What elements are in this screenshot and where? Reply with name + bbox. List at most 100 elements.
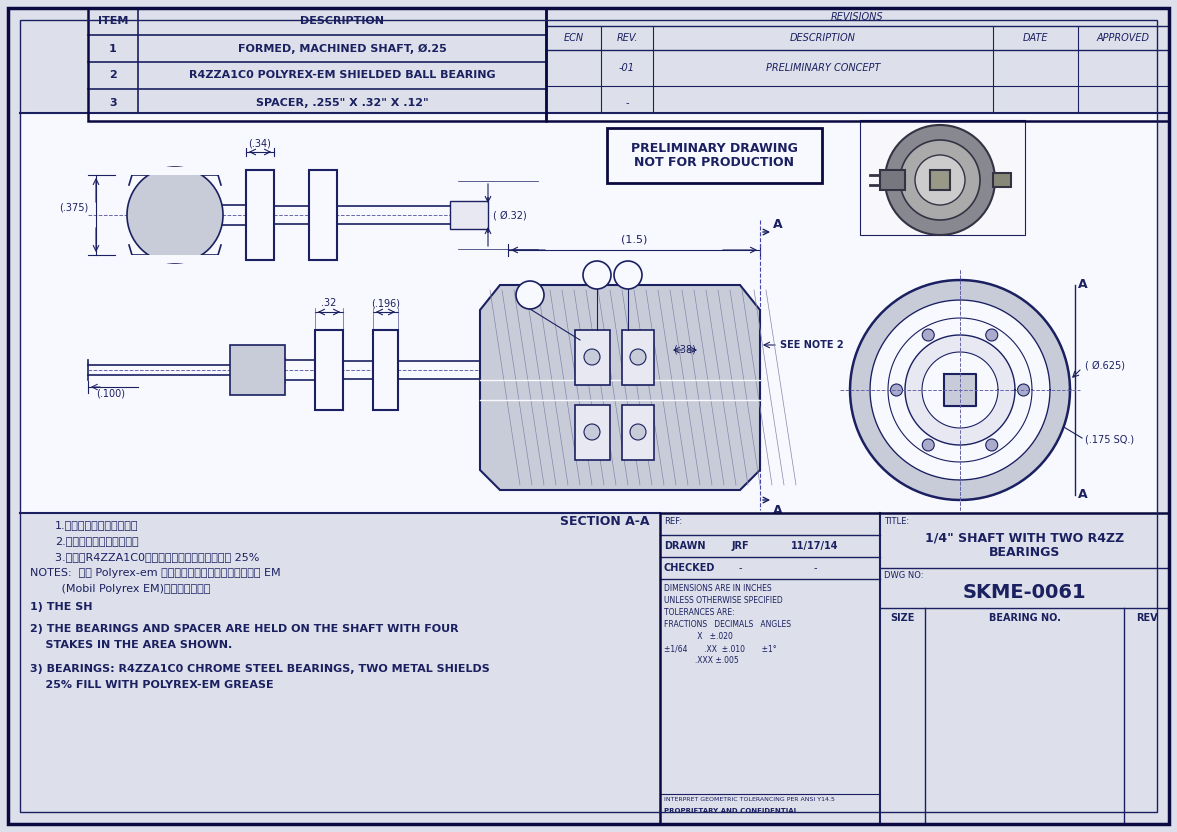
- Text: -01: -01: [619, 62, 636, 72]
- Bar: [127, 255, 222, 263]
- Bar: [621, 330, 654, 385]
- Text: 2) THE BEARINGS AND SPACER ARE HELD ON THE SHAFT WITH FOUR: 2) THE BEARINGS AND SPACER ARE HELD ON T…: [29, 624, 459, 634]
- Text: TOLERANCES ARE:: TOLERANCES ARE:: [664, 608, 734, 617]
- Circle shape: [923, 329, 935, 341]
- Polygon shape: [944, 374, 976, 406]
- Text: DRAWN: DRAWN: [664, 541, 705, 551]
- Text: PROPRIETARY AND CONFIDENTIAL: PROPRIETARY AND CONFIDENTIAL: [664, 808, 798, 814]
- Bar: [450, 201, 488, 229]
- Circle shape: [127, 167, 222, 263]
- Text: ITEM: ITEM: [98, 17, 128, 27]
- Bar: [373, 330, 398, 410]
- Text: ( Ø.625): ( Ø.625): [1085, 360, 1125, 370]
- Text: 3) BEARINGS: R4ZZA1C0 CHROME STEEL BEARINGS, TWO METAL SHIELDS: 3) BEARINGS: R4ZZA1C0 CHROME STEEL BEARI…: [29, 664, 490, 674]
- Text: 2: 2: [593, 270, 601, 280]
- Text: .XXX ±.005: .XXX ±.005: [664, 656, 739, 665]
- Ellipse shape: [900, 140, 980, 220]
- Text: REV: REV: [1136, 613, 1157, 623]
- Text: A: A: [1078, 488, 1088, 502]
- Text: 25% FILL WITH POLYREX-EM GREASE: 25% FILL WITH POLYREX-EM GREASE: [29, 680, 273, 690]
- Text: 1: 1: [526, 290, 534, 300]
- Text: (1.5): (1.5): [620, 235, 647, 245]
- Circle shape: [584, 349, 600, 365]
- Text: 11/17/14: 11/17/14: [791, 541, 839, 551]
- Text: 3.轴承：R4ZZA1C0含钓轴承锂。两个金属防尘圈 25%: 3.轴承：R4ZZA1C0含钓轴承锂。两个金属防尘圈 25%: [55, 552, 259, 562]
- Text: (Mobil Polyrex EM)聚脲基润滑脂）: (Mobil Polyrex EM)聚脲基润滑脂）: [29, 584, 211, 594]
- Circle shape: [630, 349, 646, 365]
- Bar: [310, 170, 337, 260]
- Circle shape: [614, 261, 641, 289]
- Text: (.34): (.34): [248, 138, 272, 148]
- Polygon shape: [870, 300, 1050, 480]
- Text: (.175 SQ.): (.175 SQ.): [1085, 435, 1135, 445]
- Bar: [576, 405, 610, 460]
- Polygon shape: [922, 352, 998, 428]
- Bar: [860, 120, 1025, 235]
- Bar: [880, 170, 905, 190]
- Bar: [127, 167, 222, 175]
- Text: SIZE: SIZE: [890, 613, 915, 623]
- Circle shape: [923, 439, 935, 451]
- Bar: [607, 128, 822, 183]
- Circle shape: [1017, 384, 1030, 396]
- Bar: [315, 330, 343, 410]
- Text: (.100): (.100): [97, 389, 125, 399]
- Polygon shape: [905, 335, 1015, 445]
- Circle shape: [630, 424, 646, 440]
- Text: APPROVED: APPROVED: [1097, 33, 1150, 43]
- Text: SECTION A-A: SECTION A-A: [560, 515, 650, 528]
- Text: REV.: REV.: [617, 33, 638, 43]
- Bar: [20, 113, 1157, 513]
- Text: INTERPRET GEOMETRIC TOLERANCING PER ANSI Y14.5: INTERPRET GEOMETRIC TOLERANCING PER ANSI…: [664, 797, 834, 802]
- Text: A: A: [773, 503, 783, 517]
- Bar: [88, 8, 546, 121]
- Bar: [230, 345, 285, 395]
- Text: SKME-0061: SKME-0061: [963, 583, 1086, 602]
- Text: 2.轴承和垒片配合看视图。: 2.轴承和垒片配合看视图。: [55, 536, 139, 546]
- Text: FORMED, MACHINED SHAFT, Ø.25: FORMED, MACHINED SHAFT, Ø.25: [238, 43, 446, 53]
- Text: ( Ø.32): ( Ø.32): [493, 210, 527, 220]
- Text: REF:: REF:: [664, 517, 683, 526]
- Circle shape: [891, 384, 903, 396]
- Text: CHECKED: CHECKED: [664, 563, 716, 573]
- Text: DIMENSIONS ARE IN INCHES: DIMENSIONS ARE IN INCHES: [664, 584, 772, 593]
- Text: -: -: [625, 98, 629, 108]
- Text: 1: 1: [109, 43, 117, 53]
- Text: BEARING NO.: BEARING NO.: [989, 613, 1060, 623]
- Text: R4ZZA1C0 POLYREX-EM SHIELDED BALL BEARING: R4ZZA1C0 POLYREX-EM SHIELDED BALL BEARIN…: [188, 71, 496, 81]
- Bar: [246, 170, 274, 260]
- Text: (.375): (.375): [59, 202, 88, 212]
- Text: 3: 3: [109, 97, 117, 107]
- Bar: [546, 8, 1169, 121]
- Text: TITLE:: TITLE:: [884, 517, 909, 526]
- Bar: [930, 170, 950, 190]
- Text: X   ±.020: X ±.020: [664, 632, 733, 641]
- Text: DESCRIPTION: DESCRIPTION: [790, 33, 856, 43]
- Text: PRELIMINARY CONCEPT: PRELIMINARY CONCEPT: [766, 62, 880, 72]
- Text: UNLESS OTHERWISE SPECIFIED: UNLESS OTHERWISE SPECIFIED: [664, 596, 783, 605]
- Text: A: A: [1078, 279, 1088, 291]
- Bar: [576, 330, 610, 385]
- Bar: [660, 513, 1169, 824]
- Text: DWG NO:: DWG NO:: [884, 571, 924, 580]
- Text: A: A: [773, 219, 783, 231]
- Text: JRF: JRF: [731, 541, 749, 551]
- Circle shape: [986, 439, 998, 451]
- Text: FRACTIONS   DECIMALS   ANGLES: FRACTIONS DECIMALS ANGLES: [664, 620, 791, 629]
- Text: ±1/64       .XX  ±.010       ±1°: ±1/64 .XX ±.010 ±1°: [664, 644, 777, 653]
- Text: DESCRIPTION: DESCRIPTION: [300, 17, 384, 27]
- Circle shape: [583, 261, 611, 289]
- Text: 1/4" SHAFT WITH TWO R4ZZ
BEARINGS: 1/4" SHAFT WITH TWO R4ZZ BEARINGS: [925, 532, 1124, 559]
- Bar: [621, 405, 654, 460]
- Polygon shape: [480, 285, 760, 490]
- Circle shape: [516, 281, 544, 309]
- Text: 1.此轴表面镀锌，环保的。: 1.此轴表面镀锌，环保的。: [55, 520, 139, 530]
- Text: -: -: [813, 563, 817, 573]
- Text: PRELIMINARY DRAWING
NOT FOR PRODUCTION: PRELIMINARY DRAWING NOT FOR PRODUCTION: [631, 141, 798, 170]
- Text: -: -: [738, 563, 742, 573]
- Text: (.38): (.38): [673, 345, 697, 355]
- Text: REVISIONS: REVISIONS: [831, 12, 884, 22]
- Circle shape: [986, 329, 998, 341]
- Text: STAKES IN THE AREA SHOWN.: STAKES IN THE AREA SHOWN.: [29, 640, 232, 650]
- Ellipse shape: [915, 155, 965, 205]
